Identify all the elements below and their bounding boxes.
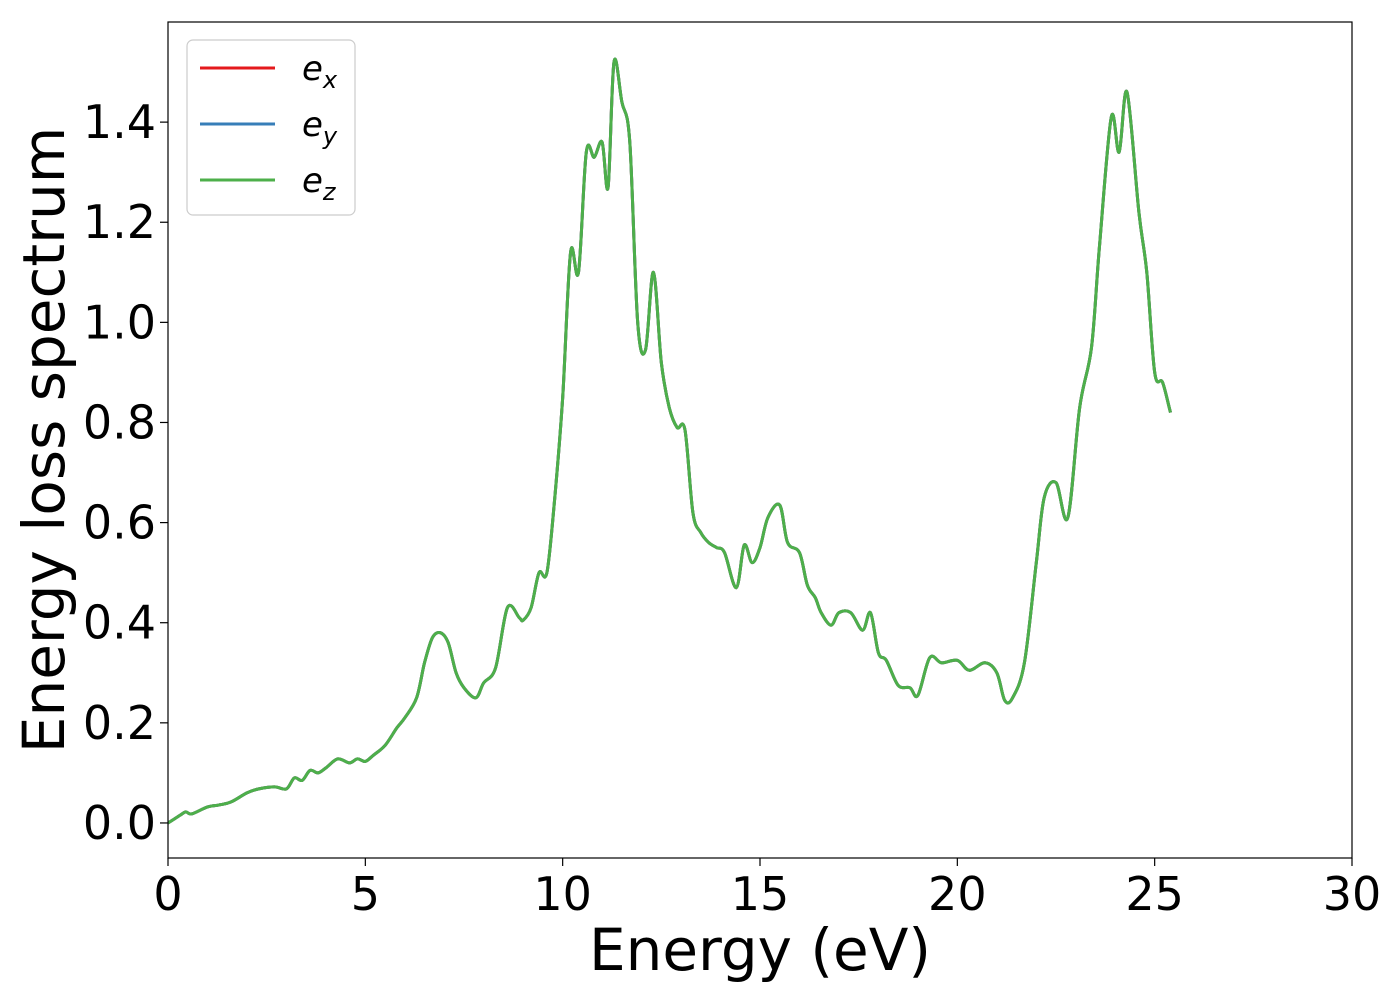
y-tick-label: 0.4 xyxy=(83,596,156,650)
y-tick-label: 0.0 xyxy=(83,796,156,850)
y-tick-label: 1.0 xyxy=(83,295,156,349)
legend: ex ey ez xyxy=(186,39,356,216)
y-tick-label: 0.2 xyxy=(83,696,156,750)
x-tick-label: 5 xyxy=(351,867,380,921)
plot-frame xyxy=(167,21,1353,859)
series-group xyxy=(168,57,1172,825)
x-axis-label: Energy (eV) xyxy=(589,916,931,984)
x-tick-label: 25 xyxy=(1125,867,1184,921)
legend-label-e-y: ey xyxy=(302,105,338,150)
x-ticks: 0 5 10 15 20 25 30 xyxy=(153,858,1381,921)
y-tick-label: 1.2 xyxy=(83,195,156,249)
y-tick-label: 0.8 xyxy=(83,395,156,449)
x-tick-label: 30 xyxy=(1323,867,1382,921)
legend-frame xyxy=(186,39,356,216)
x-tick-label: 20 xyxy=(928,867,987,921)
x-tick-label: 10 xyxy=(533,867,592,921)
legend-label-e-z: ez xyxy=(302,161,337,206)
y-axis-label: Energy loss spectrum xyxy=(10,127,78,753)
x-tick-label: 15 xyxy=(731,867,790,921)
x-tick-label: 0 xyxy=(153,867,182,921)
series-line-e-z xyxy=(168,57,1172,825)
y-ticks: 0.0 0.2 0.4 0.6 0.8 1.0 1.2 1.4 xyxy=(83,95,168,850)
y-tick-label: 1.4 xyxy=(83,95,156,149)
legend-label-e-x: ex xyxy=(302,49,338,94)
y-tick-label: 0.6 xyxy=(83,496,156,550)
plot-area xyxy=(168,22,1352,858)
